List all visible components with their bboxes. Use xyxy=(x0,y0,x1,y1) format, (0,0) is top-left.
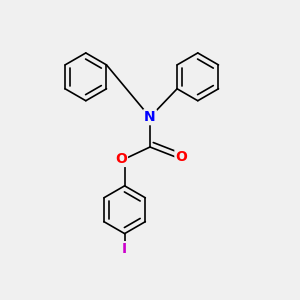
Text: N: N xyxy=(144,110,156,124)
Text: O: O xyxy=(176,151,187,164)
Text: O: O xyxy=(115,152,127,166)
Text: I: I xyxy=(122,242,127,256)
